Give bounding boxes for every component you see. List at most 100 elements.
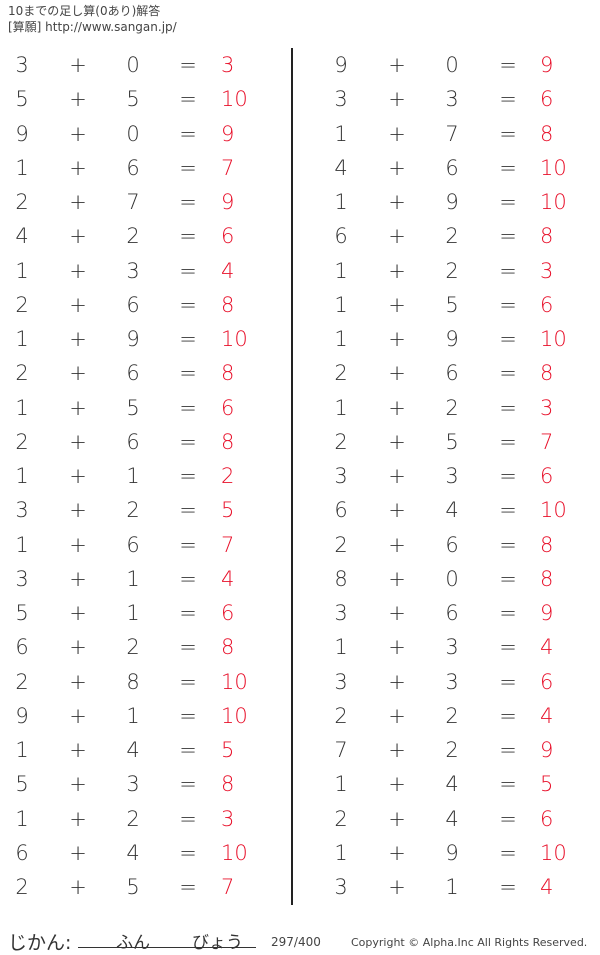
operand-b: 6 — [445, 532, 459, 557]
operand-b: 2 — [445, 395, 459, 420]
answer: 10 — [540, 155, 567, 180]
operand-a: 2 — [334, 703, 348, 728]
operand-a: 1 — [334, 840, 348, 865]
equals-sign: = — [179, 121, 197, 146]
answer: 9 — [540, 738, 554, 762]
answer: 4 — [540, 635, 554, 660]
equals-sign: = — [179, 87, 197, 112]
equals-sign: = — [179, 224, 197, 249]
operand-b: 0 — [445, 566, 459, 591]
site-link[interactable]: [算願] http://www.sangan.jp/ — [8, 20, 177, 34]
page-number: 297/400 — [271, 935, 321, 949]
operand-b: 0 — [445, 53, 459, 77]
plus-sign: + — [69, 429, 87, 454]
answer: 8 — [221, 361, 235, 386]
answer: 5 — [221, 498, 235, 523]
answer: 6 — [540, 464, 554, 488]
answer: 8 — [221, 292, 235, 317]
operand-a: 1 — [15, 806, 29, 831]
operand-a: 1 — [334, 327, 348, 351]
plus-sign: + — [69, 772, 87, 797]
operand-a: 2 — [334, 532, 348, 557]
operand-a: 2 — [15, 875, 29, 899]
plus-sign: + — [69, 224, 87, 249]
equals-sign: = — [179, 532, 197, 557]
equals-sign: = — [179, 53, 197, 77]
answer: 6 — [540, 669, 554, 694]
operand-a: 9 — [15, 703, 29, 728]
operand-b: 1 — [126, 601, 140, 625]
equals-sign: = — [499, 395, 517, 420]
operand-a: 6 — [334, 224, 348, 249]
operand-a: 6 — [15, 840, 29, 865]
operand-b: 2 — [445, 224, 459, 249]
answer: 4 — [221, 258, 235, 283]
operand-a: 6 — [334, 498, 348, 523]
equals-sign: = — [179, 498, 197, 523]
operand-a: 2 — [15, 292, 29, 317]
answer: 7 — [540, 429, 554, 454]
operand-a: 1 — [15, 155, 29, 180]
operand-a: 1 — [15, 738, 29, 762]
operand-a: 3 — [15, 498, 29, 523]
plus-sign: + — [69, 190, 87, 214]
operand-b: 6 — [445, 601, 459, 625]
operand-b: 3 — [126, 258, 140, 283]
operand-a: 2 — [15, 669, 29, 694]
operand-a: 1 — [334, 635, 348, 660]
plus-sign: + — [388, 498, 406, 523]
answer: 8 — [221, 635, 235, 660]
worksheet-title: 10までの足し算(0あり)解答 — [8, 4, 161, 18]
operand-b: 1 — [445, 875, 459, 899]
time-input-line — [78, 947, 256, 948]
operand-a: 3 — [15, 53, 29, 77]
equals-sign: = — [179, 806, 197, 831]
answer: 7 — [221, 155, 235, 180]
equals-sign: = — [499, 121, 517, 146]
answer: 8 — [221, 772, 235, 797]
equals-sign: = — [179, 601, 197, 625]
plus-sign: + — [69, 121, 87, 146]
plus-sign: + — [388, 395, 406, 420]
answer: 6 — [540, 87, 554, 112]
operand-b: 3 — [445, 669, 459, 694]
operand-b: 6 — [445, 361, 459, 386]
plus-sign: + — [388, 155, 406, 180]
operand-b: 2 — [126, 806, 140, 831]
answer: 4 — [540, 703, 554, 728]
answer: 6 — [540, 292, 554, 317]
operand-b: 9 — [445, 840, 459, 865]
equals-sign: = — [499, 258, 517, 283]
copyright: Copyright © Alpha.Inc All Rights Reserve… — [351, 936, 588, 949]
equals-sign: = — [499, 327, 517, 351]
plus-sign: + — [69, 498, 87, 523]
operand-a: 1 — [334, 395, 348, 420]
answer: 9 — [540, 601, 554, 625]
answer: 8 — [540, 532, 554, 557]
plus-sign: + — [388, 429, 406, 454]
equals-sign: = — [499, 292, 517, 317]
operand-a: 4 — [334, 155, 348, 180]
operand-b: 5 — [126, 875, 140, 899]
equals-sign: = — [499, 190, 517, 214]
operand-b: 6 — [445, 155, 459, 180]
answer: 6 — [221, 601, 235, 625]
plus-sign: + — [69, 601, 87, 625]
equals-sign: = — [179, 155, 197, 180]
answer: 5 — [221, 738, 235, 762]
equals-sign: = — [499, 875, 517, 899]
plus-sign: + — [388, 121, 406, 146]
operand-b: 2 — [445, 258, 459, 283]
equals-sign: = — [179, 703, 197, 728]
operand-b: 7 — [126, 190, 140, 214]
operand-a: 5 — [15, 87, 29, 112]
answer: 7 — [221, 875, 235, 899]
answer: 4 — [540, 875, 554, 899]
operand-a: 2 — [15, 429, 29, 454]
operand-b: 4 — [445, 772, 459, 797]
operand-b: 6 — [126, 532, 140, 557]
answer: 9 — [221, 121, 235, 146]
operand-a: 3 — [15, 566, 29, 591]
operand-b: 4 — [126, 840, 140, 865]
answer: 2 — [221, 464, 235, 488]
